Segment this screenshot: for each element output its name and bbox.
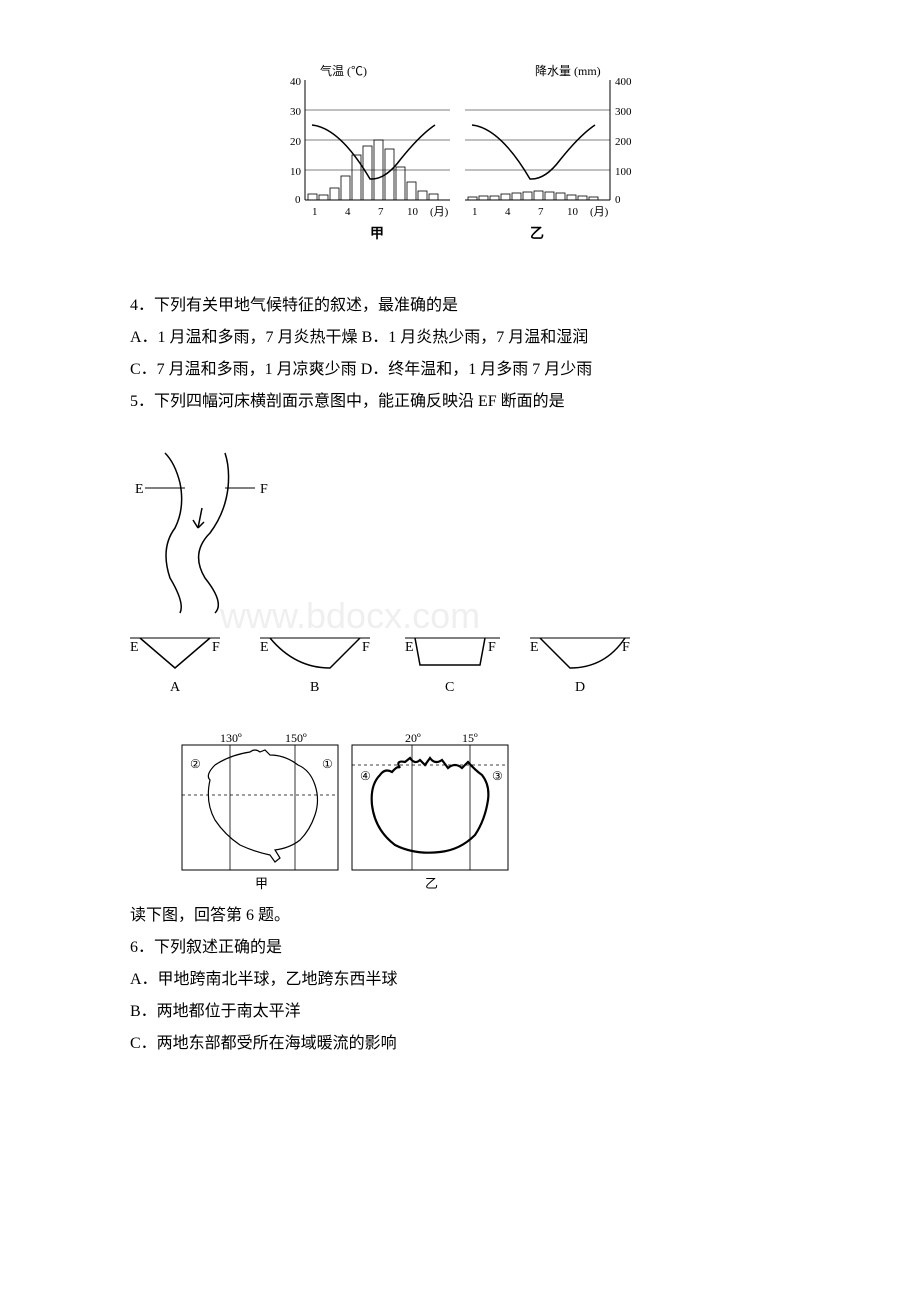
precip-bar	[407, 182, 416, 200]
section-a	[140, 638, 210, 668]
section-c	[415, 638, 485, 665]
precip-bar	[545, 192, 554, 200]
tick-label: 200	[615, 136, 632, 148]
label-e: E	[130, 640, 139, 655]
tick-label: 7	[538, 206, 544, 218]
map-label: 甲	[255, 876, 268, 890]
precip-bar	[330, 188, 339, 200]
river-right-bank	[199, 453, 229, 613]
precip-bar	[479, 196, 488, 200]
tick-label: 0	[295, 194, 301, 206]
left-chart-label: 甲	[370, 226, 384, 242]
tick-label: 1	[472, 206, 478, 218]
precip-bar	[396, 167, 405, 200]
tick-label: 4	[345, 206, 351, 218]
label-e: E	[405, 640, 414, 655]
q4-stem: 4．下列有关甲地气候特征的叙述，最准确的是	[130, 290, 790, 322]
section-b	[270, 638, 360, 668]
section-d	[540, 638, 625, 668]
tick-label: 20	[290, 136, 302, 148]
label-f: F	[622, 640, 630, 655]
label-e: E	[260, 640, 269, 655]
q4-row1: A．1 月温和多雨，7 月炎热干燥 B．1 月炎热少雨，7 月温和湿润	[130, 322, 790, 354]
precip-bar	[523, 192, 532, 200]
river-left-bank	[165, 453, 182, 613]
climate-chart: 气温 (℃) 降水量 (mm) 40 30 20 10 0 1 4 7	[130, 60, 790, 250]
option-label-a: A	[170, 680, 181, 693]
label-e: E	[530, 640, 539, 655]
label-f: F	[362, 640, 370, 655]
tick-label: 10	[567, 206, 579, 218]
label-f: F	[488, 640, 496, 655]
month-label: (月)	[590, 206, 609, 218]
precip-bar	[567, 195, 576, 200]
tick-label: 400	[615, 76, 632, 88]
q6-option-c: C．两地东部都受所在海域暖流的影响	[130, 1028, 790, 1060]
precip-bar	[308, 194, 317, 200]
label-f-top: F	[260, 482, 268, 497]
q6-option-a: A．甲地跨南北半球，乙地跨东西半球	[130, 964, 790, 996]
option-label-d: D	[575, 680, 585, 693]
option-label-c: C	[445, 680, 454, 693]
lon-label: 150º	[285, 731, 307, 745]
precip-bar	[578, 196, 587, 200]
temp-curve	[472, 125, 595, 179]
temp-axis-label: 气温 (℃)	[320, 63, 367, 78]
circle-label: ④	[360, 769, 371, 783]
precip-bar	[319, 195, 328, 200]
tick-label: 100	[615, 166, 632, 178]
precip-bar	[341, 176, 350, 200]
lon-label: 20º	[405, 731, 421, 745]
circle-label: ①	[322, 757, 333, 771]
circle-label: ③	[492, 769, 503, 783]
precip-bar	[418, 191, 427, 200]
q6-option-b: B．两地都位于南太平洋	[130, 996, 790, 1028]
option-label-b: B	[310, 680, 319, 693]
q4-option-c: C．7 月温和多雨，1 月凉爽少雨	[130, 361, 357, 378]
tick-label: 40	[290, 76, 302, 88]
tick-label: 1	[312, 206, 318, 218]
flow-arrow	[193, 508, 204, 528]
tick-label: 7	[378, 206, 384, 218]
precip-bar	[534, 191, 543, 200]
precip-bar	[429, 194, 438, 200]
tick-label: 0	[615, 194, 621, 206]
q4-option-a: A．1 月温和多雨，7 月炎热干燥	[130, 329, 358, 346]
q4-option-b: B．1 月炎热少雨，7 月温和湿润	[362, 329, 589, 346]
right-chart-label: 乙	[530, 226, 544, 242]
map-label: 乙	[425, 876, 438, 890]
lon-label: 15º	[462, 731, 478, 745]
australia-outline	[208, 750, 317, 862]
q5-stem: 5．下列四幅河床横剖面示意图中，能正确反映沿 EF 断面的是	[130, 386, 790, 418]
precip-bar	[556, 193, 565, 200]
precip-bar	[501, 194, 510, 200]
map-container: 130º 150º ② ① 甲 20º 15º ④ ③ 乙	[180, 730, 790, 890]
river-diagram: E F E F A E F B E F C E F D	[130, 433, 790, 705]
precip-axis-label: 降水量 (mm)	[535, 64, 601, 78]
temp-curve	[312, 125, 435, 179]
q4-option-d: D．终年温和，1 月多雨 7 月少雨	[361, 361, 593, 378]
q4-row2: C．7 月温和多雨，1 月凉爽少雨 D．终年温和，1 月多雨 7 月少雨	[130, 354, 790, 386]
precip-bar	[363, 146, 372, 200]
circle-label: ②	[190, 757, 201, 771]
tick-label: 30	[290, 106, 302, 118]
climate-chart-svg: 气温 (℃) 降水量 (mm) 40 30 20 10 0 1 4 7	[270, 60, 650, 250]
tick-label: 10	[407, 206, 419, 218]
map-left: 130º 150º ② ① 甲	[180, 730, 340, 890]
map-right: 20º 15º ④ ③ 乙	[350, 730, 510, 890]
river-svg: E F E F A E F B E F C E F D	[130, 433, 630, 693]
label-e-top: E	[135, 482, 144, 497]
month-label: (月)	[430, 206, 449, 218]
tick-label: 4	[505, 206, 511, 218]
island-outline	[372, 758, 489, 853]
label-f: F	[212, 640, 220, 655]
tick-label: 300	[615, 106, 632, 118]
q6-intro: 读下图，回答第 6 题。	[130, 900, 790, 932]
precip-bar	[490, 196, 499, 200]
precip-bar	[512, 193, 521, 200]
q6-stem: 6．下列叙述正确的是	[130, 932, 790, 964]
lon-label: 130º	[220, 731, 242, 745]
tick-label: 10	[290, 166, 302, 178]
